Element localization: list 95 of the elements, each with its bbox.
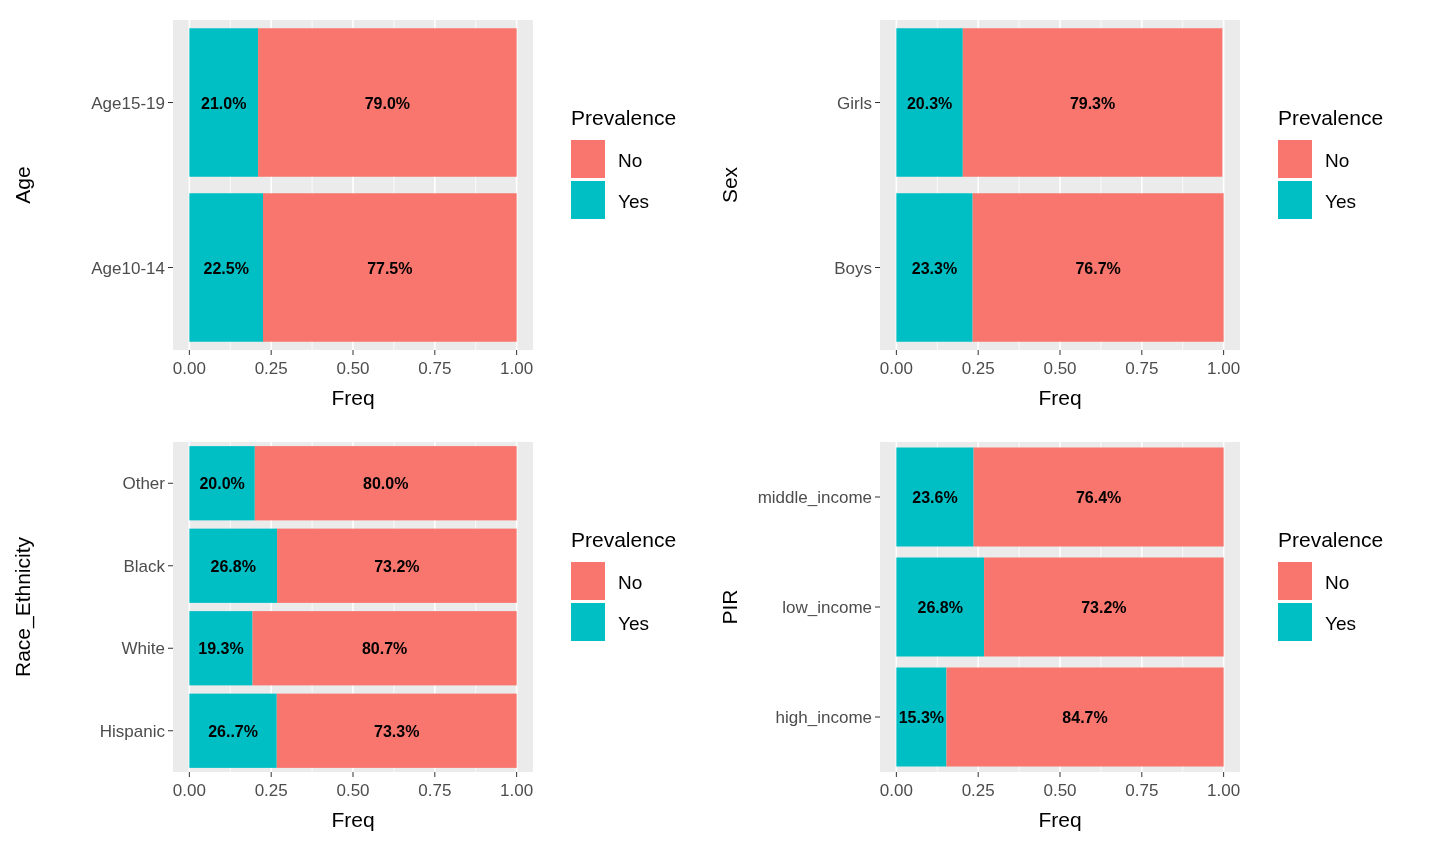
y-tick-label: middle_income — [757, 488, 872, 507]
x-axis-title: Freq — [331, 386, 375, 409]
legend-title: Prevalence — [1278, 106, 1384, 129]
x-tick-label: 1.00 — [500, 359, 534, 378]
data-label: 77.5% — [367, 259, 413, 277]
y-tick-label: White — [121, 639, 165, 659]
data-label: 73.2% — [1081, 599, 1127, 616]
x-tick-label: 0.25 — [254, 359, 288, 378]
data-label: 19.3% — [198, 640, 244, 658]
legend-title: Prevalence — [571, 528, 677, 551]
bar — [252, 611, 517, 686]
y-tick-label: high_income — [775, 708, 872, 727]
x-tick-label: 0.00 — [172, 781, 206, 800]
bar — [972, 193, 1224, 342]
data-label: 73.2% — [374, 557, 420, 575]
y-axis-title: Race_Ethnicity — [11, 536, 35, 678]
x-tick-label: 0.50 — [336, 781, 370, 800]
bar — [189, 528, 278, 603]
x-tick-label: 0.75 — [1125, 359, 1159, 378]
y-tick-label: Girls — [837, 93, 872, 113]
y-tick-label: Other — [122, 474, 166, 494]
legend-label: Yes — [618, 613, 649, 634]
bar — [896, 557, 985, 657]
bar — [189, 28, 259, 177]
data-label: 26..7% — [208, 722, 258, 740]
y-tick-label: Age10-14 — [91, 258, 165, 278]
data-label: 23.3% — [911, 259, 958, 277]
x-axis-title: Freq — [1038, 808, 1082, 831]
data-label: 84.7% — [1062, 709, 1108, 726]
y-axis-title: Sex — [718, 166, 741, 204]
x-tick-label: 0.75 — [418, 781, 452, 800]
bar — [984, 557, 1224, 657]
bar — [276, 693, 517, 768]
legend-title: Prevalence — [1278, 528, 1384, 551]
legend-label: No — [1325, 150, 1350, 171]
bar — [896, 193, 973, 342]
bar — [189, 446, 255, 521]
x-tick-label: 0.00 — [172, 359, 206, 378]
legend-label: Yes — [618, 191, 649, 212]
x-tick-label: 0.50 — [336, 359, 370, 378]
x-tick-label: 0.25 — [254, 781, 288, 800]
x-tick-label: 1.00 — [500, 781, 534, 800]
legend-label: No — [618, 572, 643, 593]
data-label: 79.0% — [364, 94, 411, 112]
x-tick-label: 0.00 — [879, 359, 913, 378]
x-tick-label: 0.50 — [1043, 359, 1077, 378]
data-label: 20.0% — [199, 475, 245, 493]
y-axis-title: Age — [11, 166, 34, 204]
bar — [263, 193, 517, 342]
bar — [254, 446, 517, 521]
bar — [189, 693, 277, 768]
data-label: 26.8% — [917, 599, 963, 616]
bar — [962, 28, 1223, 177]
x-tick-label: 1.00 — [1207, 359, 1241, 378]
legend-label: No — [1325, 572, 1350, 593]
data-label: 20.3% — [906, 94, 953, 112]
data-label: 26.8% — [210, 557, 256, 575]
data-label: 79.3% — [1069, 94, 1116, 112]
data-label: 15.3% — [898, 709, 945, 726]
bar — [277, 528, 517, 603]
y-tick-label: Black — [123, 556, 166, 576]
x-tick-label: 1.00 — [1207, 781, 1241, 800]
y-tick-label: Boys — [834, 258, 872, 278]
y-axis-title: PIR — [718, 589, 741, 625]
bar — [189, 193, 263, 342]
x-tick-label: 0.25 — [961, 359, 995, 378]
data-label: 76.4% — [1075, 489, 1122, 506]
bar — [189, 611, 253, 686]
x-axis-title: Freq — [331, 808, 375, 831]
data-label: 73.3% — [374, 722, 420, 740]
bar — [896, 667, 947, 767]
legend-title: Prevalence — [571, 106, 677, 129]
data-label: 21.0% — [201, 94, 247, 112]
legend-label: No — [618, 150, 643, 171]
legend-label: Yes — [1325, 191, 1356, 212]
bar — [973, 447, 1224, 547]
x-tick-label: 0.75 — [418, 359, 452, 378]
x-tick-label: 0.75 — [1125, 781, 1159, 800]
bar — [896, 447, 974, 547]
y-tick-label: Hispanic — [99, 721, 166, 741]
data-label: 22.5% — [203, 259, 249, 277]
x-tick-label: 0.50 — [1043, 781, 1077, 800]
legend-label: Yes — [1325, 613, 1356, 634]
data-label: 80.7% — [361, 640, 408, 658]
bar — [258, 28, 517, 177]
data-label: 80.0% — [363, 475, 409, 493]
x-tick-label: 0.00 — [879, 781, 913, 800]
y-tick-label: Age15-19 — [91, 93, 165, 113]
data-label: 76.7% — [1075, 259, 1121, 277]
bar — [896, 28, 963, 177]
y-tick-label: low_income — [782, 598, 872, 617]
x-axis-title: Freq — [1038, 386, 1082, 409]
bar — [946, 667, 1224, 767]
data-label: 23.6% — [912, 489, 958, 506]
x-tick-label: 0.25 — [961, 781, 995, 800]
